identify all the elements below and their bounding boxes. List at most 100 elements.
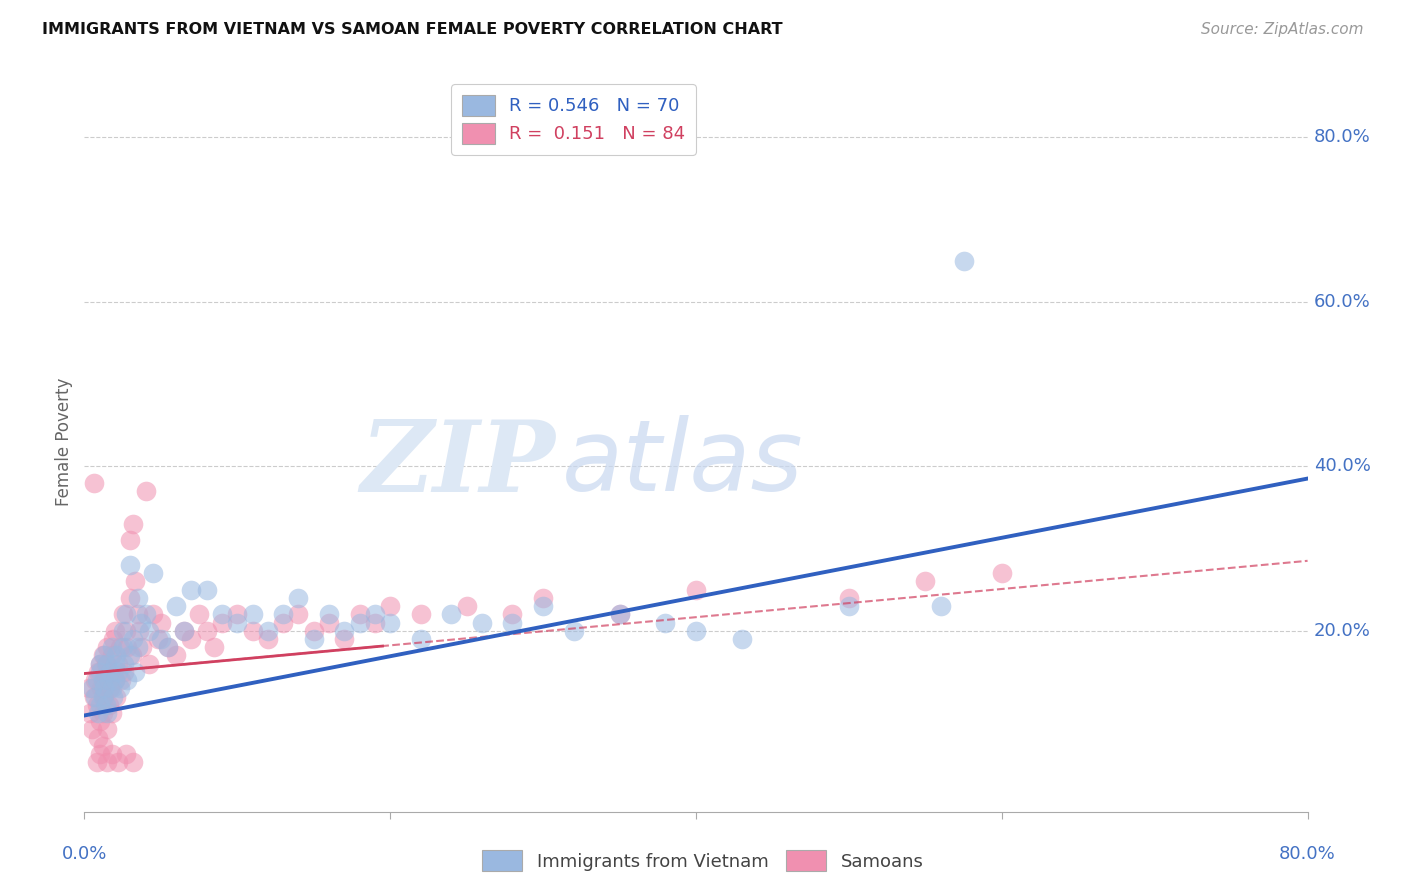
Point [609, 607, 631, 622]
Point [112, 665, 135, 679]
Point [89, 657, 111, 671]
Point [104, 673, 127, 687]
Text: IMMIGRANTS FROM VIETNAM VS SAMOAN FEMALE POVERTY CORRELATION CHART: IMMIGRANTS FROM VIETNAM VS SAMOAN FEMALE… [42, 22, 783, 37]
Point [195, 582, 218, 597]
Point [115, 640, 138, 655]
Point [914, 574, 936, 589]
Point [120, 558, 142, 572]
Point [302, 632, 325, 646]
Point [94, 698, 117, 712]
Point [502, 615, 524, 630]
Point [149, 632, 172, 646]
Point [127, 607, 149, 622]
Point [380, 599, 402, 613]
Point [991, 566, 1014, 581]
Point [128, 624, 150, 638]
Point [838, 599, 860, 613]
Point [98, 665, 121, 679]
Point [157, 640, 180, 655]
Point [96, 756, 118, 770]
Point [91, 706, 114, 720]
Point [103, 632, 125, 646]
Point [111, 607, 134, 622]
Point [120, 533, 142, 548]
Point [107, 756, 129, 770]
Point [91, 690, 114, 704]
Point [124, 665, 146, 679]
Legend: R = 0.546   N = 70, R =  0.151   N = 84: R = 0.546 N = 70, R = 0.151 N = 84 [451, 84, 696, 154]
Point [226, 607, 249, 622]
Point [115, 673, 138, 687]
Point [180, 632, 202, 646]
Point [271, 615, 294, 630]
Point [89, 657, 111, 671]
Point [135, 607, 157, 622]
Point [121, 648, 143, 663]
Point [609, 607, 631, 622]
Point [93, 681, 115, 696]
Point [89, 747, 111, 761]
Point [349, 607, 371, 622]
Point [287, 607, 309, 622]
Point [120, 648, 142, 663]
Point [138, 624, 160, 638]
Point [87, 706, 110, 720]
Point [110, 673, 132, 687]
Point [86, 673, 108, 687]
Point [138, 657, 160, 671]
Point [188, 607, 211, 622]
Point [165, 648, 187, 663]
Point [97, 665, 120, 679]
Point [96, 723, 118, 737]
Point [440, 607, 463, 622]
Point [380, 615, 402, 630]
Point [318, 607, 340, 622]
Point [104, 624, 127, 638]
Text: 40.0%: 40.0% [1313, 458, 1371, 475]
Point [142, 566, 165, 581]
Point [173, 624, 195, 638]
Point [271, 607, 294, 622]
Point [127, 640, 149, 655]
Point [90, 681, 112, 696]
Point [97, 698, 120, 712]
Point [287, 591, 309, 605]
Point [685, 624, 707, 638]
Point [91, 648, 114, 663]
Point [124, 574, 146, 589]
Text: ZIP: ZIP [360, 416, 555, 512]
Point [131, 640, 153, 655]
Point [101, 747, 124, 761]
Point [96, 706, 118, 720]
Text: Source: ZipAtlas.com: Source: ZipAtlas.com [1201, 22, 1364, 37]
Point [105, 648, 128, 663]
Point [122, 516, 145, 531]
Point [364, 615, 387, 630]
Point [77, 681, 100, 696]
Point [502, 607, 524, 622]
Point [165, 599, 187, 613]
Point [122, 632, 145, 646]
Point [120, 591, 142, 605]
Point [135, 483, 157, 498]
Point [654, 615, 676, 630]
Point [471, 615, 494, 630]
Point [94, 657, 117, 671]
Point [84, 690, 107, 704]
Point [93, 648, 115, 663]
Text: 20.0%: 20.0% [1313, 622, 1371, 640]
Point [531, 599, 554, 613]
Point [142, 607, 165, 622]
Point [86, 756, 108, 770]
Point [364, 607, 387, 622]
Point [80, 723, 103, 737]
Point [83, 475, 105, 490]
Y-axis label: Female Poverty: Female Poverty [55, 377, 73, 506]
Point [84, 673, 107, 687]
Point [122, 756, 145, 770]
Point [333, 624, 356, 638]
Point [91, 673, 114, 687]
Point [409, 607, 432, 622]
Point [101, 681, 124, 696]
Point [180, 582, 202, 597]
